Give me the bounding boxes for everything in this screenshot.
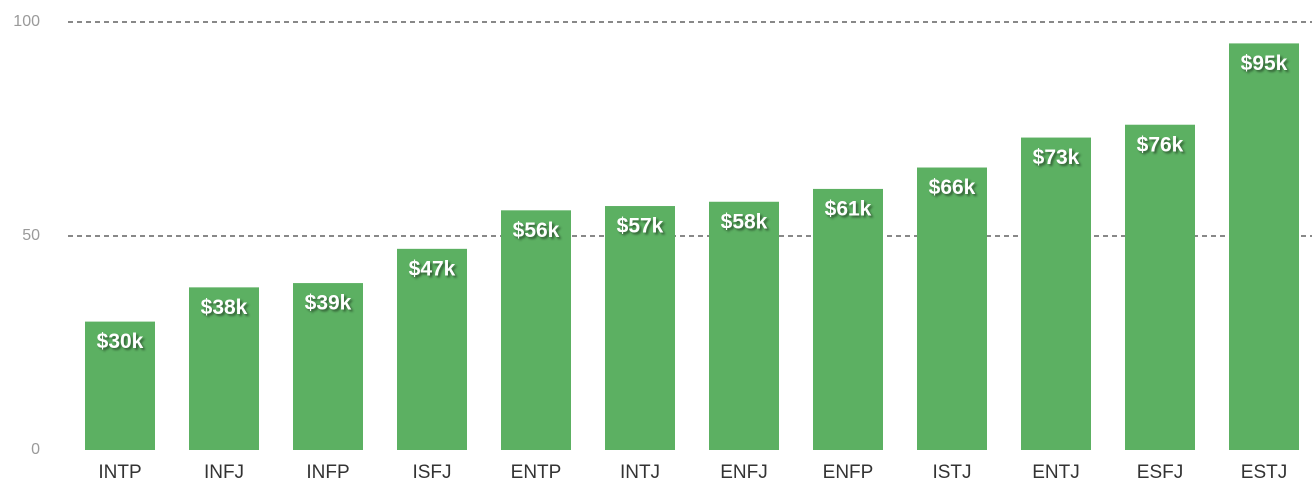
bar — [1021, 137, 1091, 450]
x-tick-label: ENTJ — [1032, 462, 1080, 483]
bar — [293, 283, 363, 450]
value-label: $61k — [825, 197, 872, 220]
x-tick-label: INTJ — [620, 462, 660, 483]
y-tick-label: 0 — [31, 441, 40, 458]
y-tick-label: 50 — [22, 227, 40, 244]
x-tick-label: ESFJ — [1137, 462, 1183, 483]
value-label: $57k — [617, 215, 664, 238]
value-label: $39k — [305, 292, 352, 315]
x-tick-label: ISTJ — [932, 462, 971, 483]
x-tick-label: INTP — [98, 462, 141, 483]
x-tick-label: ENTP — [511, 462, 562, 483]
x-tick-label: INFJ — [204, 462, 244, 483]
value-label: $30k — [97, 330, 144, 353]
x-tick-label: ENFJ — [720, 462, 768, 483]
bar — [189, 287, 259, 450]
value-label: $66k — [929, 176, 976, 199]
bar — [605, 206, 675, 450]
value-label: $47k — [409, 257, 456, 280]
value-label: $58k — [721, 210, 768, 233]
bar — [397, 248, 467, 450]
value-label: $38k — [201, 296, 248, 319]
bar — [917, 167, 987, 450]
x-tick-label: ESTJ — [1241, 462, 1287, 483]
bar — [1229, 43, 1299, 451]
value-label: $76k — [1137, 133, 1184, 156]
x-tick-label: ENFP — [823, 462, 874, 483]
y-tick-label: 100 — [13, 13, 40, 30]
bar — [813, 188, 883, 451]
value-label: $73k — [1033, 146, 1080, 169]
value-label: $56k — [513, 219, 560, 242]
bar — [501, 210, 571, 450]
x-tick-label: INFP — [306, 462, 349, 483]
bar — [85, 321, 155, 450]
value-label: $95k — [1241, 52, 1288, 75]
x-tick-label: ISFJ — [412, 462, 451, 483]
bar — [1125, 124, 1195, 450]
bar — [709, 201, 779, 450]
